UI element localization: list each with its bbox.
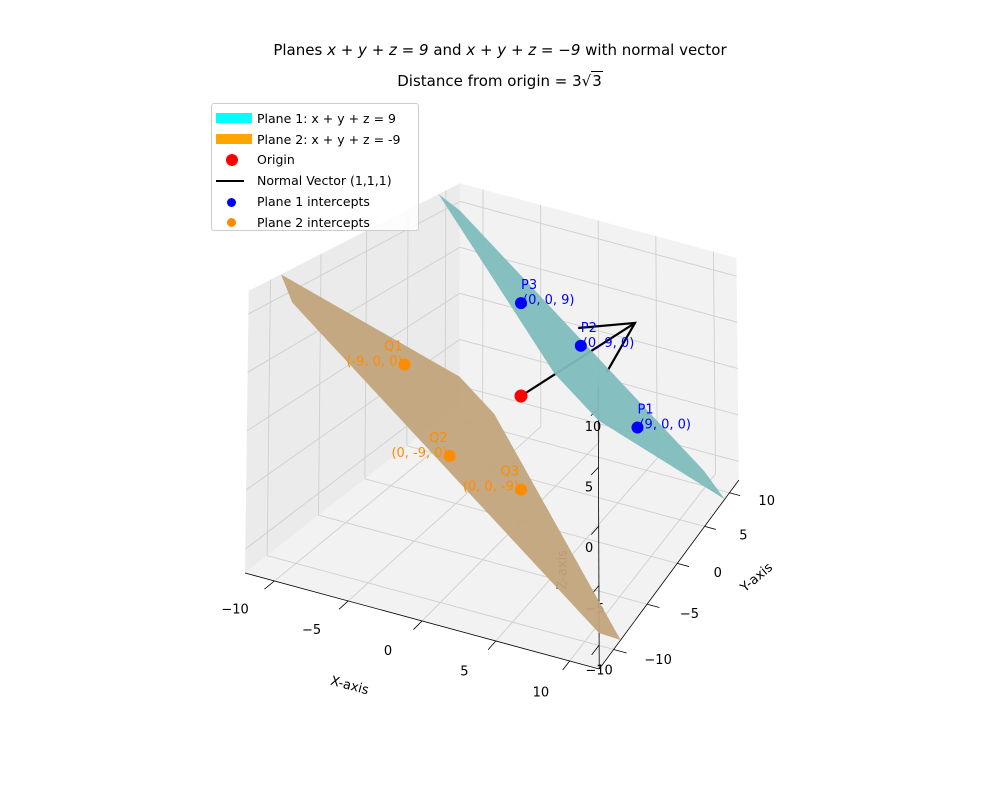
- legend-label-plane1: Plane 1: x + y + z = 9: [257, 111, 396, 126]
- plane1-intercept-2-name-label: P2: [581, 321, 597, 336]
- legend-key-plane2: [212, 132, 252, 146]
- plane1-intercept-2-coords-label: (0, 9, 0): [583, 336, 635, 351]
- y-tick-label: 10: [758, 494, 775, 509]
- title-text-1: Planes: [273, 41, 327, 59]
- x-tick-mark: [264, 581, 274, 589]
- x-tick-mark: [339, 601, 348, 609]
- plane2-intercept-1-name-label: Q1: [384, 340, 403, 355]
- legend-line-normal: [216, 180, 244, 182]
- chart-title-line1: Planes x + y + z = 9 and x + y + z = −9 …: [0, 41, 1000, 59]
- x-tick-mark: [563, 661, 570, 670]
- legend-patch-plane1: [216, 113, 252, 123]
- legend-entry-plane2: Plane 2: x + y + z = -9: [212, 129, 418, 150]
- x-tick-label: 10: [533, 685, 550, 700]
- title-math-1: x + y + z = 9: [327, 41, 428, 59]
- z-tick-label: 10: [585, 420, 602, 435]
- title-text-2: and: [429, 41, 467, 59]
- plane1-intercept-1-name-label: P1: [637, 403, 653, 418]
- legend-label-p2-intercepts: Plane 2 intercepts: [257, 215, 370, 230]
- x-axis-label: X-axis: [329, 674, 371, 699]
- legend-dot-p1-intercepts: [227, 198, 236, 207]
- legend-label-origin: Origin: [257, 152, 295, 167]
- x-tick-label: 5: [460, 665, 468, 680]
- y-tick-mark: [677, 563, 689, 566]
- y-tick-mark: [705, 526, 716, 529]
- x-tick-mark: [488, 641, 496, 650]
- chart-title-line2: Distance from origin = 3√3: [0, 72, 1000, 90]
- sqrt-sign: √: [582, 72, 592, 90]
- y-tick-label: −5: [680, 607, 699, 622]
- legend-key-origin: [212, 153, 252, 167]
- y-tick-label: 5: [739, 528, 747, 543]
- y-tick-mark: [614, 649, 627, 653]
- plane1-intercept-1-coords-label: (9, 0, 0): [639, 418, 691, 433]
- origin-point: [515, 390, 528, 403]
- legend-label-plane2: Plane 2: x + y + z = -9: [257, 132, 400, 147]
- y-tick-mark: [729, 493, 740, 496]
- legend-key-normal: [212, 174, 252, 188]
- legend-key-p2-intercepts: [212, 215, 252, 229]
- legend: Plane 1: x + y + z = 9 Plane 2: x + y + …: [211, 103, 419, 231]
- z-tick-label: −10: [585, 664, 612, 679]
- x-tick-label: −5: [302, 623, 321, 638]
- plane2-intercept-1-coords-label: (-9, 0, 0): [346, 355, 402, 370]
- legend-entry-origin: Origin: [212, 150, 418, 171]
- plane1-intercept-3-coords-label: (0, 0, 9): [523, 293, 575, 308]
- title-text-3: with normal vector: [580, 41, 726, 59]
- legend-patch-plane2: [216, 134, 252, 144]
- legend-dot-origin: [226, 154, 238, 166]
- legend-key-plane1: [212, 111, 252, 125]
- y-tick-label: 0: [714, 566, 722, 581]
- y-axis-label: Y-axis: [737, 560, 776, 596]
- plane2-intercept-3-name-label: Q3: [500, 465, 519, 480]
- x-tick-label: 0: [384, 644, 392, 659]
- title-math-2: x + y + z = −9: [466, 41, 580, 59]
- legend-entry-p1-intercepts: Plane 1 intercepts: [212, 191, 418, 212]
- legend-entry-p2-intercepts: Plane 2 intercepts: [212, 212, 418, 233]
- plane2-intercept-3-coords-label: (0, 0, -9): [463, 480, 519, 495]
- legend-entry-normal: Normal Vector (1,1,1): [212, 170, 418, 191]
- title-text-4: Distance from origin = 3: [397, 72, 581, 90]
- plane2-intercept-2-coords-label: (0, -9, 0): [391, 446, 447, 461]
- plane1-intercept-3-name-label: P3: [521, 278, 537, 293]
- legend-label-normal: Normal Vector (1,1,1): [257, 173, 392, 188]
- plane2-intercept-2-name-label: Q2: [429, 431, 448, 446]
- x-tick-mark: [413, 621, 422, 630]
- y-tick-mark: [647, 604, 659, 607]
- y-tick-label: −10: [644, 653, 671, 668]
- sqrt-radicand: 3: [591, 71, 603, 90]
- legend-dot-p2-intercepts: [227, 218, 236, 227]
- legend-key-p1-intercepts: [212, 195, 252, 209]
- x-tick-label: −10: [221, 602, 248, 617]
- z-tick-label: 5: [585, 480, 593, 495]
- legend-entry-plane1: Plane 1: x + y + z = 9: [212, 108, 418, 129]
- legend-label-p1-intercepts: Plane 1 intercepts: [257, 194, 370, 209]
- z-tick-label: 0: [585, 541, 593, 556]
